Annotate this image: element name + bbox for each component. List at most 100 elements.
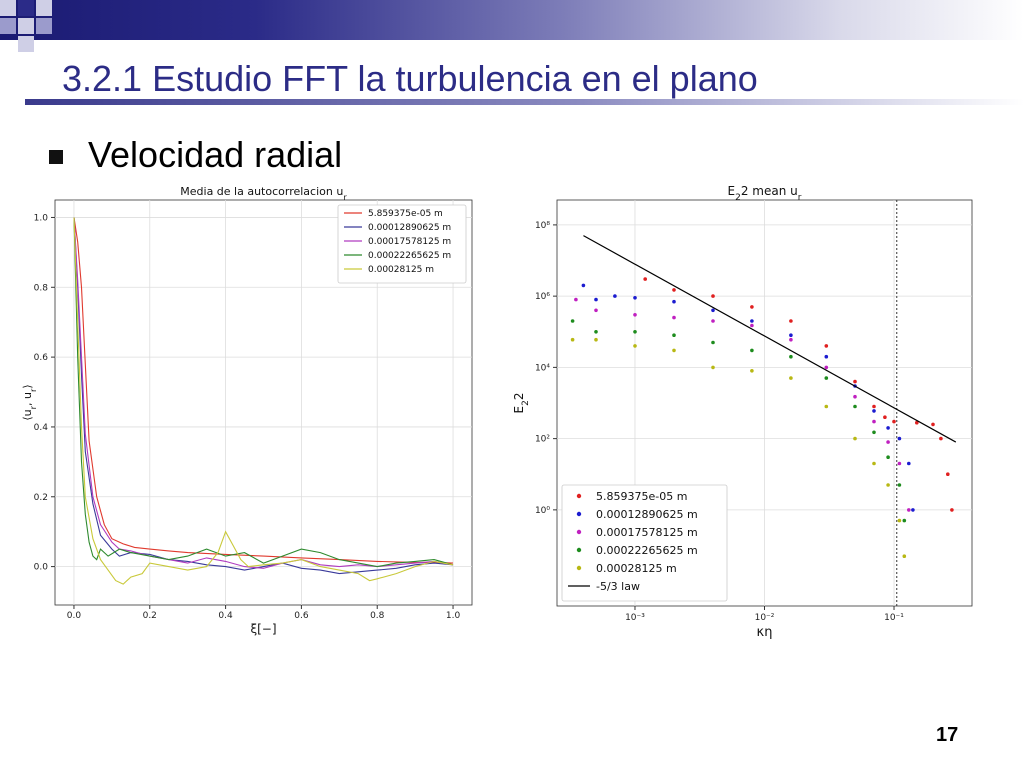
title-underline (25, 99, 1024, 105)
data-point (883, 415, 887, 419)
y-axis-label: ⟨ur, ur⟩ (21, 384, 38, 420)
data-point (672, 299, 676, 304)
legend-label: 0.00012890625 m (368, 223, 451, 233)
data-point (633, 313, 637, 317)
data-point (872, 430, 876, 435)
data-point (886, 455, 890, 460)
x-tick-label: 0.2 (143, 611, 157, 621)
data-point (907, 508, 911, 512)
data-point (824, 344, 829, 348)
y-tick-label: 0.4 (34, 423, 49, 433)
slide-title: 3.2.1 Estudio FFT la turbulencia en el p… (62, 58, 758, 99)
data-point (897, 461, 902, 466)
data-point (824, 376, 829, 380)
data-point (872, 461, 876, 466)
x-tick-label: 10⁻³ (625, 613, 645, 623)
y-tick-label: 10⁰ (535, 506, 550, 516)
bullet-text: Velocidad radial (88, 134, 343, 175)
legend-label: 0.00022265625 m (368, 251, 451, 261)
y-tick-label: 0.2 (34, 493, 48, 503)
data-point (672, 315, 676, 320)
autocorrelation-chart: 0.0 0.2 0.4 0.6 0.8 1.0 0.0 0.2 0.4 0.6 0.8 1.0 Medi… (21, 185, 473, 636)
data-point (633, 344, 637, 348)
data-point (750, 305, 754, 309)
data-point (892, 419, 896, 424)
data-point (824, 365, 829, 370)
data-point (672, 333, 676, 337)
legend-label: 0.00022265625 m (596, 544, 698, 557)
series-line (73, 217, 454, 575)
legend-label: 0.00028125 m (368, 265, 434, 275)
series-line (73, 217, 454, 585)
x-tick-label: 10⁻¹ (884, 613, 904, 623)
data-point (911, 508, 915, 512)
data-point (594, 330, 598, 334)
data-point (939, 436, 943, 441)
data-point (907, 461, 911, 466)
data-point (872, 409, 876, 413)
data-point (946, 472, 950, 477)
y-tick-label: 0.6 (34, 353, 49, 363)
data-point (672, 348, 676, 353)
chart-title: E22 mean ur (728, 184, 802, 203)
legend-swatch (576, 565, 582, 571)
data-point (897, 518, 902, 523)
legend-label: 5.859375e-05 m (596, 490, 687, 503)
data-point (672, 288, 676, 292)
legend-swatch (576, 493, 582, 499)
x-tick-label: 1.0 (446, 611, 461, 621)
x-axis-label: κη (757, 625, 773, 640)
data-point (633, 296, 637, 300)
law-line (583, 235, 957, 443)
legend-label: 0.00028125 m (596, 562, 677, 575)
y-tick-label: 10⁸ (535, 221, 550, 231)
data-point (872, 419, 876, 424)
y-axis-label: E22 (512, 393, 531, 414)
data-point (594, 297, 598, 302)
data-point (886, 426, 890, 430)
data-point (931, 422, 935, 427)
data-point (581, 283, 586, 288)
data-point (594, 308, 598, 313)
data-point (902, 518, 907, 523)
data-point (902, 554, 907, 558)
data-point (886, 483, 890, 487)
data-point (750, 319, 754, 323)
data-point (824, 354, 829, 359)
y-tick-label: 1.0 (34, 213, 49, 223)
data-point (711, 294, 715, 298)
e22-spectrum-chart: 10⁻³ 10⁻² 10⁻¹ 10⁰ 10² 10⁴ 10⁶ 10⁸ E22 mean ur κη… (512, 184, 973, 640)
x-tick-label: 0.6 (294, 611, 309, 621)
data-point (750, 348, 754, 353)
data-point (570, 337, 575, 342)
x-axis-label: ξ[−] (250, 622, 276, 636)
x-tick-label: 10⁻² (755, 613, 775, 623)
header-squares-decoration (0, 0, 52, 52)
data-point (789, 337, 793, 342)
legend-label: 5.859375e-05 m (368, 209, 443, 219)
y-tick-label: 0.0 (34, 563, 49, 573)
data-point (750, 323, 754, 328)
data-point (886, 440, 890, 444)
legend-label: -5/3 law (596, 580, 640, 593)
data-point (824, 404, 829, 409)
data-point (594, 337, 598, 342)
data-point (853, 379, 857, 384)
legend-swatch (576, 511, 582, 517)
data-point (711, 365, 715, 370)
x-tick-label: 0.8 (370, 611, 385, 621)
y-tick-label: 0.8 (34, 283, 49, 293)
data-point (570, 319, 575, 323)
data-point (789, 354, 793, 359)
x-tick-label: 0.4 (218, 611, 233, 621)
y-tick-label: 10⁴ (535, 363, 550, 373)
chart-title: Media de la autocorrelacion ur (180, 185, 347, 202)
header-band (0, 0, 1024, 40)
legend-label: 0.00017578125 m (596, 526, 698, 539)
series-line (73, 217, 454, 564)
bullet-square-icon (49, 150, 63, 164)
legend-swatch (576, 547, 582, 553)
data-point (711, 319, 715, 323)
y-tick-label: 10² (535, 435, 550, 445)
data-point (633, 330, 637, 334)
